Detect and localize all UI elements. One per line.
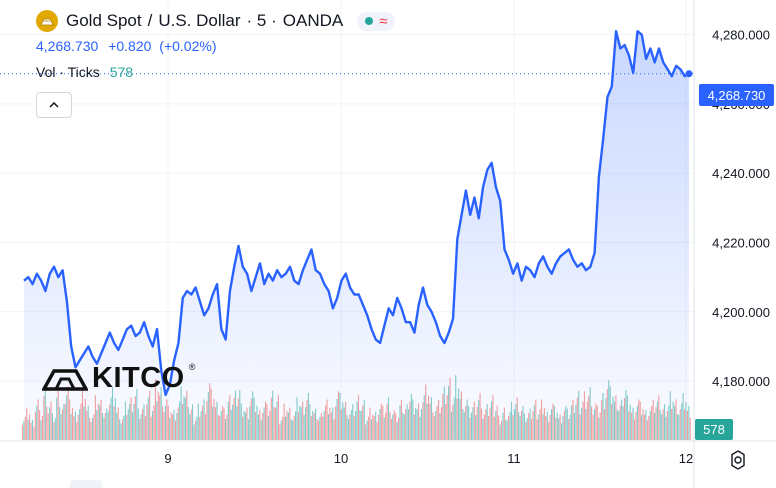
- gold-symbol-icon: [36, 10, 58, 32]
- data-source: OANDA: [282, 11, 344, 30]
- volume-bar: [23, 420, 25, 440]
- y-tick-label: 4,200.000: [712, 305, 770, 320]
- volume-legend[interactable]: Vol · Ticks 578: [36, 64, 133, 80]
- x-tick-label: 11: [507, 451, 521, 466]
- green-dot-icon: [365, 17, 374, 25]
- volume-bar: [21, 424, 23, 440]
- symbol-separator: /: [147, 11, 153, 30]
- y-tick-label: 4,180.000: [712, 374, 770, 389]
- price-summary: 4,268.730 +0.820 (+0.02%): [36, 38, 217, 54]
- symbol-name: Gold Spot: [66, 11, 142, 30]
- x-axis: 9 10 11 12: [164, 451, 693, 466]
- y-tick-label: 4,220.000: [712, 236, 770, 251]
- interval-label: · 5 ·: [246, 11, 277, 30]
- last-price-marker: [685, 70, 693, 78]
- last-price: 4,268.730: [36, 38, 99, 54]
- x-tick-label: 12: [679, 451, 693, 466]
- y-tick-label: 4,280.000: [712, 28, 770, 43]
- scroll-handle[interactable]: [70, 480, 102, 488]
- y-axis: 4,180.0004,200.0004,220.0004,240.0004,26…: [712, 28, 770, 389]
- y-tick-label: 4,240.000: [712, 166, 770, 181]
- volume-label: Vol · Ticks: [36, 64, 100, 80]
- x-tick-label: 9: [164, 451, 171, 466]
- volume-value: 578: [109, 64, 134, 80]
- price-line: [23, 29, 690, 397]
- volume-bar: [689, 417, 691, 440]
- wave-icon: ≈: [379, 12, 388, 30]
- kitco-logo-mark: [42, 368, 88, 391]
- market-status[interactable]: ≈: [357, 11, 396, 31]
- collapse-legend-button[interactable]: [36, 92, 72, 118]
- volume-tag: 578: [695, 419, 733, 440]
- price-change: +0.820: [108, 38, 152, 54]
- chart-settings-button[interactable]: [726, 448, 750, 472]
- kitco-logo: KITCO ®: [42, 362, 195, 395]
- symbol-legend[interactable]: Gold Spot / U.S. Dollar · 5 · OANDA ≈: [36, 10, 396, 32]
- price-change-pct: (+0.02%): [159, 38, 217, 54]
- price-area-fill: [24, 31, 689, 441]
- gear-icon: [731, 450, 745, 470]
- x-tick-label: 10: [334, 451, 348, 466]
- kitco-wordmark: KITCO: [92, 362, 185, 394]
- registered-mark: ®: [188, 362, 196, 372]
- chevron-up-icon: [49, 102, 59, 108]
- quote-currency: U.S. Dollar: [158, 11, 241, 30]
- last-price-tag: 4,268.730: [699, 84, 774, 106]
